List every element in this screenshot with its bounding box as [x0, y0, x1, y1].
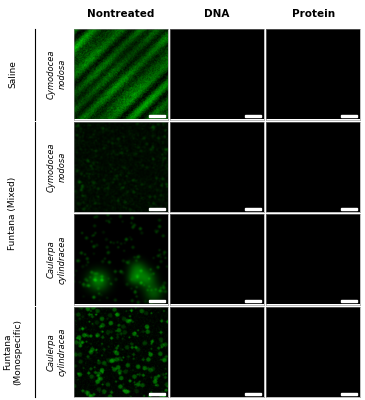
Bar [149, 300, 165, 302]
Bar [149, 115, 165, 117]
Text: Protein: Protein [292, 9, 335, 19]
Bar [245, 208, 261, 210]
Text: Caulerpa
cylindracea: Caulerpa cylindracea [47, 328, 66, 376]
Bar [149, 208, 165, 210]
Text: Caulerpa
cylindracea: Caulerpa cylindracea [47, 235, 66, 284]
Bar [341, 208, 357, 210]
Text: Funtana (Mixed): Funtana (Mixed) [8, 176, 17, 250]
Bar [245, 300, 261, 302]
Bar [341, 300, 357, 302]
Bar [245, 393, 261, 395]
Bar [149, 393, 165, 395]
Text: Cymodocea
nodosa: Cymodocea nodosa [47, 50, 66, 99]
Text: Funtana
(Monospecific): Funtana (Monospecific) [3, 319, 23, 385]
Text: Saline: Saline [8, 60, 17, 88]
Bar [341, 115, 357, 117]
Text: Nontreated: Nontreated [87, 9, 155, 19]
Bar [341, 393, 357, 395]
Text: Cymodocea
nodosa: Cymodocea nodosa [47, 142, 66, 192]
Bar [245, 115, 261, 117]
Text: DNA: DNA [204, 9, 230, 19]
